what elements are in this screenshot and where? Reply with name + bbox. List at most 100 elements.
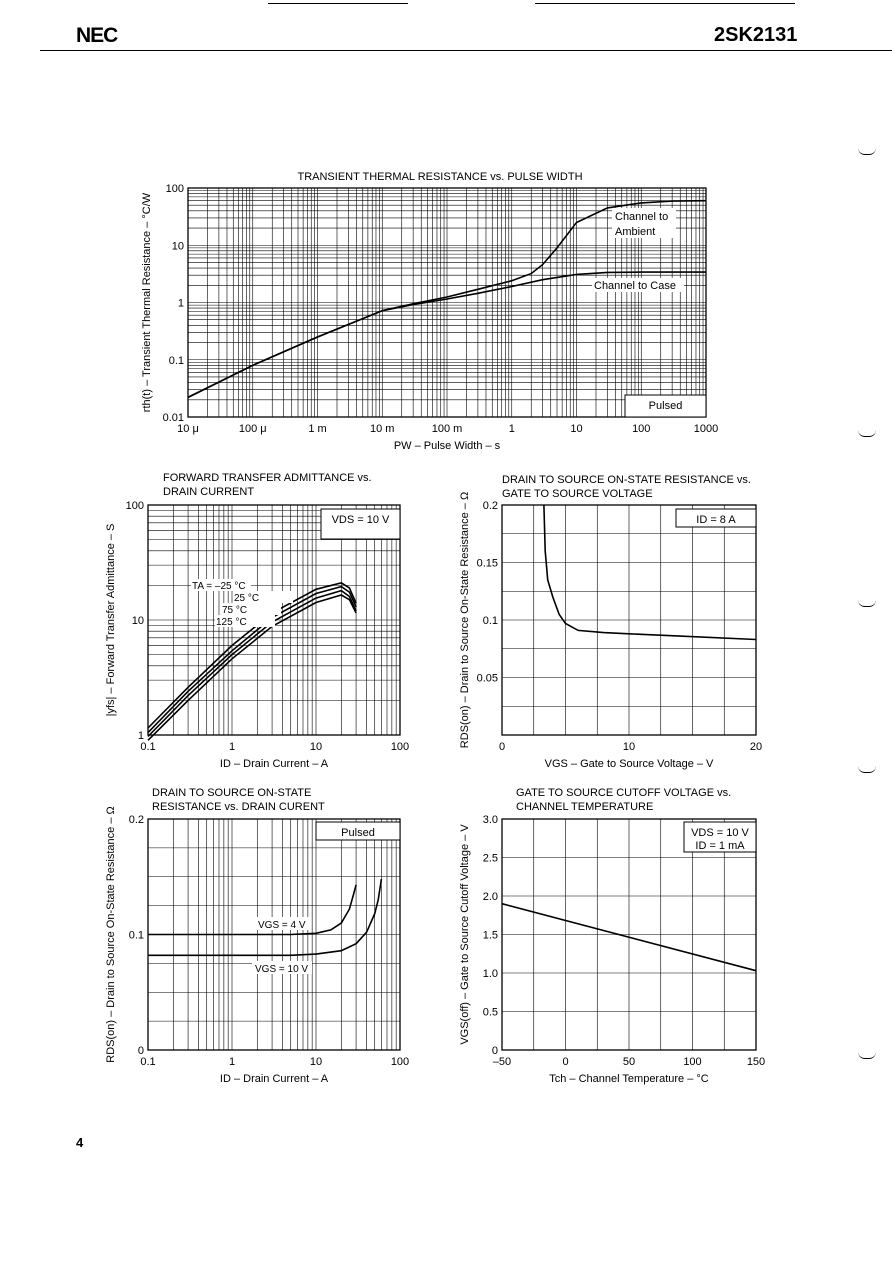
binding-mark — [858, 148, 876, 155]
y-tick-label: 0.5 — [483, 1007, 498, 1019]
series-label: 75 °C — [222, 605, 247, 616]
y-axis-label: VGS(off) – Gate to Source Cutoff Voltage… — [459, 824, 471, 1045]
annotation-box — [624, 394, 707, 418]
y-tick-label: 0.1 — [169, 355, 184, 367]
binding-mark — [858, 766, 876, 773]
plot-frame — [501, 504, 757, 736]
y-tick-label: 10 — [132, 615, 144, 627]
series-line — [148, 878, 383, 957]
y-tick-label: 0.01 — [163, 412, 184, 424]
x-tick-label: 1 m — [308, 423, 326, 435]
x-axis-label: PW – Pulse Width – s — [394, 440, 501, 452]
binding-mark — [858, 600, 876, 607]
annotation: ID = 8 A — [696, 514, 736, 526]
chart-title: DRAIN TO SOURCE ON-STATE — [152, 787, 311, 799]
x-tick-label: 150 — [747, 1056, 765, 1068]
chart-thermal: TRANSIENT THERMAL RESISTANCE vs. PULSE W… — [141, 171, 718, 452]
series-label: 125 °C — [216, 617, 247, 628]
x-tick-label: 10 — [310, 741, 322, 753]
y-tick-label: 1 — [178, 298, 184, 310]
x-tick-label: 20 — [750, 741, 762, 753]
y-tick-label: 0.2 — [129, 814, 144, 826]
series-line — [147, 585, 357, 734]
y-tick-label: 10 — [172, 240, 184, 252]
label-bg — [255, 917, 311, 930]
series-label: 25 °C — [234, 593, 259, 604]
y-tick-label: 2.0 — [483, 891, 498, 903]
y-axis-label: rth(t) – Transient Thermal Resistance – … — [141, 192, 153, 412]
label-bg — [252, 961, 312, 974]
x-tick-label: 1 — [509, 423, 515, 435]
x-tick-label: 1 — [229, 1056, 235, 1068]
chart-title: DRAIN TO SOURCE ON-STATE RESISTANCE vs. — [502, 474, 751, 486]
annotation-box — [320, 508, 401, 540]
series-line — [147, 582, 357, 729]
label-bg — [612, 208, 676, 238]
x-tick-label: 0.1 — [140, 741, 155, 753]
chart-rds_id: DRAIN TO SOURCE ON-STATE RESISTANCE vs. D… — [105, 787, 409, 1085]
x-tick-label: 50 — [623, 1056, 635, 1068]
y-tick-label: 0 — [492, 1045, 498, 1057]
x-tick-label: 100 — [683, 1056, 701, 1068]
x-tick-label: –50 — [493, 1056, 511, 1068]
x-axis-label: Tch – Channel Temperature – °C — [549, 1073, 709, 1085]
y-axis-label: RDS(on) – Drain to Source On-State Resis… — [105, 806, 117, 1062]
plot-frame — [187, 187, 707, 418]
x-tick-label: 100 — [632, 423, 650, 435]
y-tick-label: 3.0 — [483, 814, 498, 826]
chart-title: RESISTANCE vs. DRAIN CURENT — [152, 801, 325, 813]
x-axis-label: ID – Drain Current – A — [220, 1073, 329, 1085]
x-tick-label: 10 — [623, 741, 635, 753]
chart-yfs: FORWARD TRANSFER ADMITTANCE vs. DRAIN CUR… — [105, 472, 409, 770]
top-rule-left — [268, 3, 408, 4]
annotation: ID = 1 mA — [695, 840, 745, 852]
annotation: VDS = 10 V — [332, 514, 390, 526]
y-axis-label: RDS(on) – Drain to Source On-State Resis… — [459, 492, 471, 748]
x-tick-label: 1000 — [694, 423, 718, 435]
series-label: VGS = 10 V — [255, 964, 308, 975]
chart-title: CHANNEL TEMPERATURE — [516, 801, 653, 813]
series-line — [147, 589, 357, 738]
part-number: 2SK2131 — [714, 24, 798, 46]
series-line — [148, 884, 357, 936]
binding-mark — [858, 430, 876, 437]
chart-rds_vgs: DRAIN TO SOURCE ON-STATE RESISTANCE vs. G… — [459, 474, 762, 770]
annotation: Pulsed — [649, 400, 683, 412]
y-tick-label: 0.2 — [483, 500, 498, 512]
x-tick-label: 1 — [229, 741, 235, 753]
x-tick-label: 0 — [499, 741, 505, 753]
binding-mark — [858, 1052, 876, 1059]
label-bg — [233, 591, 293, 603]
plot-frame — [147, 504, 401, 736]
x-axis-label: ID – Drain Current – A — [220, 758, 329, 770]
y-tick-label: 0.1 — [483, 615, 498, 627]
series-label: Channel to Case — [594, 280, 676, 292]
y-tick-label: 0 — [138, 1045, 144, 1057]
x-tick-label: 100 m — [432, 423, 463, 435]
x-tick-label: 0.1 — [140, 1056, 155, 1068]
annotation-box — [315, 821, 401, 841]
y-tick-label: 2.5 — [483, 853, 498, 865]
series-line — [147, 594, 357, 741]
y-tick-label: 100 — [166, 183, 184, 195]
x-tick-label: 10 m — [370, 423, 394, 435]
label-bg — [215, 615, 275, 627]
x-tick-label: 10 — [570, 423, 582, 435]
x-tick-label: 10 μ — [177, 423, 199, 435]
plot-frame — [501, 818, 757, 1051]
y-tick-label: 1.5 — [483, 930, 498, 942]
y-axis-label: |yfs| – Forward Transfer Admittance – S — [105, 524, 117, 717]
annotation-box — [675, 508, 757, 528]
chart-title: GATE TO SOURCE CUTOFF VOLTAGE vs. — [516, 787, 731, 799]
y-tick-label: 100 — [126, 500, 144, 512]
y-tick-label: 1 — [138, 730, 144, 742]
annotation-box — [683, 821, 757, 853]
series-label: Channel to — [615, 211, 668, 223]
header-rule — [40, 50, 892, 51]
chart-title: DRAIN CURRENT — [163, 486, 254, 498]
nec-logo: NEC — [76, 24, 118, 47]
page-number: 4 — [76, 1135, 84, 1150]
annotation: Pulsed — [341, 827, 375, 839]
series-label: TA = –25 °C — [192, 581, 246, 592]
